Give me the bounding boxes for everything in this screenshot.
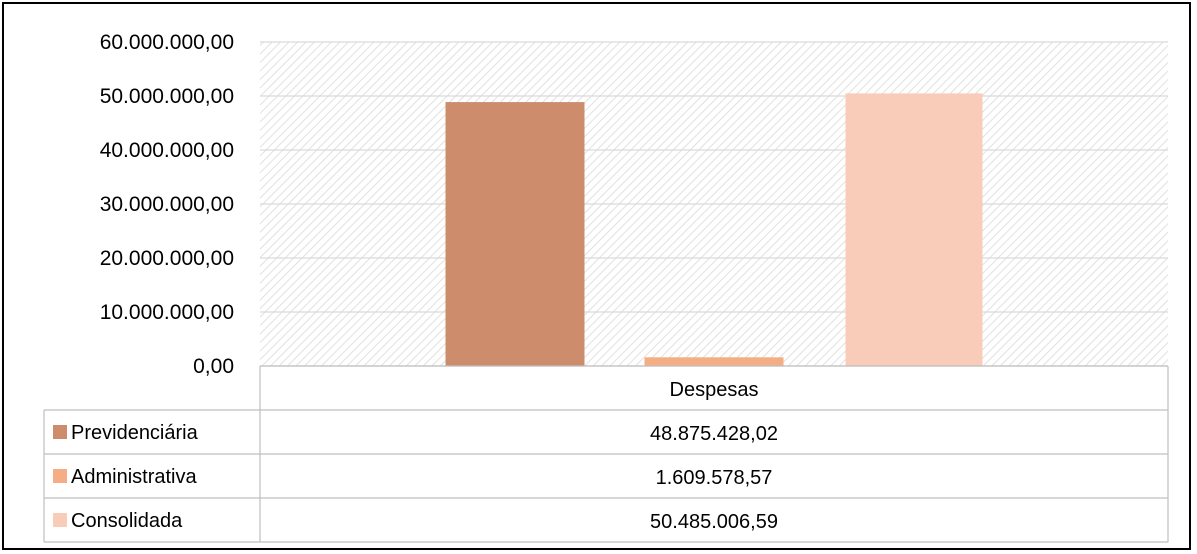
legend-label-administrativa: Administrativa xyxy=(71,466,197,488)
legend-key-previdenciaria xyxy=(53,425,67,439)
data-label-previdenciaria: 48.875.428,02 xyxy=(650,423,778,445)
legend-label-consolidada: Consolidada xyxy=(71,510,183,532)
y-tick-label: 20.000.000,00 xyxy=(100,247,234,270)
legend-key-administrativa xyxy=(53,469,67,483)
bar-previdenciaria xyxy=(445,102,585,366)
y-tick-label: 40.000.000,00 xyxy=(100,139,234,162)
bar-consolidada xyxy=(845,93,983,366)
legend-label-previdenciaria: Previdenciária xyxy=(71,422,199,444)
y-tick-label: 50.000.000,00 xyxy=(100,85,234,108)
legend-key-consolidada xyxy=(53,513,67,527)
data-label-consolidada: 50.485.006,59 xyxy=(650,511,778,533)
y-tick-label: 30.000.000,00 xyxy=(100,193,234,216)
y-tick-label: 0,00 xyxy=(193,355,234,378)
bar-administrativa xyxy=(644,357,784,366)
chart: 0,00 10.000.000,00 20.000.000,00 30.000.000… xyxy=(43,31,1169,543)
y-tick-label: 60.000.000,00 xyxy=(100,31,234,54)
y-tick-label: 10.000.000,00 xyxy=(100,301,234,324)
data-label-administrativa: 1.609.578,57 xyxy=(656,467,773,489)
category-label: Despesas xyxy=(670,379,759,401)
